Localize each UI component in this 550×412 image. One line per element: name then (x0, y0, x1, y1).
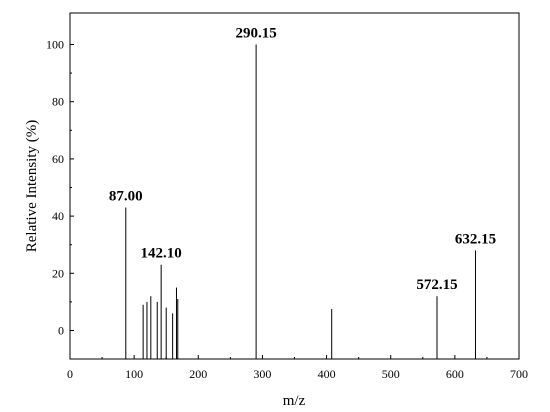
y-tick-label: 80 (52, 95, 64, 109)
x-tick-label: 100 (125, 367, 143, 381)
x-tick-label: 500 (382, 367, 400, 381)
y-tick-label: 100 (46, 38, 64, 52)
x-tick-label: 0 (67, 367, 73, 381)
x-axis-title: m/z (283, 393, 306, 409)
x-tick-label: 300 (253, 367, 271, 381)
peak-label: 290.15 (235, 26, 276, 42)
y-tick-label: 20 (52, 266, 64, 280)
y-axis-title: Relative Intensity (%) (24, 120, 40, 252)
peak-label: 142.10 (141, 246, 182, 262)
ticks-group: 0 100 200 300 400 500 600 700 0 20 40 60 80 100 (46, 38, 528, 382)
x-tick-label: 400 (318, 367, 336, 381)
y-tick-label: 0 (58, 324, 64, 338)
peak-label: 87.00 (109, 189, 143, 205)
x-tick-label: 700 (510, 367, 528, 381)
peaks-group (125, 44, 476, 359)
plot-frame (69, 12, 520, 360)
y-tick-label: 60 (52, 152, 64, 166)
x-tick-label: 600 (446, 367, 464, 381)
x-tick-label: 200 (189, 367, 207, 381)
y-tick-label: 40 (52, 209, 64, 223)
peak-label: 632.15 (455, 231, 496, 247)
labels-group: 87.00 142.10 290.15 572.15 632.15 (109, 26, 496, 294)
peak-label: 572.15 (416, 277, 457, 293)
